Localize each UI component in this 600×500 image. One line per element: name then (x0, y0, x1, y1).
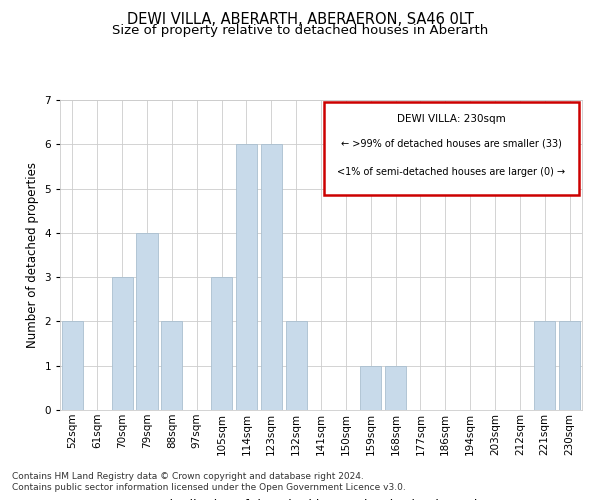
Text: DEWI VILLA: 230sqm: DEWI VILLA: 230sqm (397, 114, 506, 124)
Text: Contains public sector information licensed under the Open Government Licence v3: Contains public sector information licen… (12, 484, 406, 492)
Bar (236, 144, 257, 410)
Bar (385, 366, 406, 410)
Bar (62, 322, 83, 410)
Bar (534, 322, 555, 410)
FancyBboxPatch shape (323, 102, 580, 194)
Bar (261, 144, 282, 410)
Y-axis label: Number of detached properties: Number of detached properties (26, 162, 39, 348)
Bar (360, 366, 381, 410)
Text: Size of property relative to detached houses in Aberarth: Size of property relative to detached ho… (112, 24, 488, 37)
Bar (112, 277, 133, 410)
Bar (559, 322, 580, 410)
Text: <1% of semi-detached houses are larger (0) →: <1% of semi-detached houses are larger (… (337, 166, 566, 176)
Bar (161, 322, 182, 410)
Bar (286, 322, 307, 410)
Text: ← >99% of detached houses are smaller (33): ← >99% of detached houses are smaller (3… (341, 138, 562, 149)
Text: DEWI VILLA, ABERARTH, ABERAERON, SA46 0LT: DEWI VILLA, ABERARTH, ABERAERON, SA46 0L… (127, 12, 473, 28)
Bar (136, 233, 158, 410)
Bar (211, 277, 232, 410)
Text: Contains HM Land Registry data © Crown copyright and database right 2024.: Contains HM Land Registry data © Crown c… (12, 472, 364, 481)
